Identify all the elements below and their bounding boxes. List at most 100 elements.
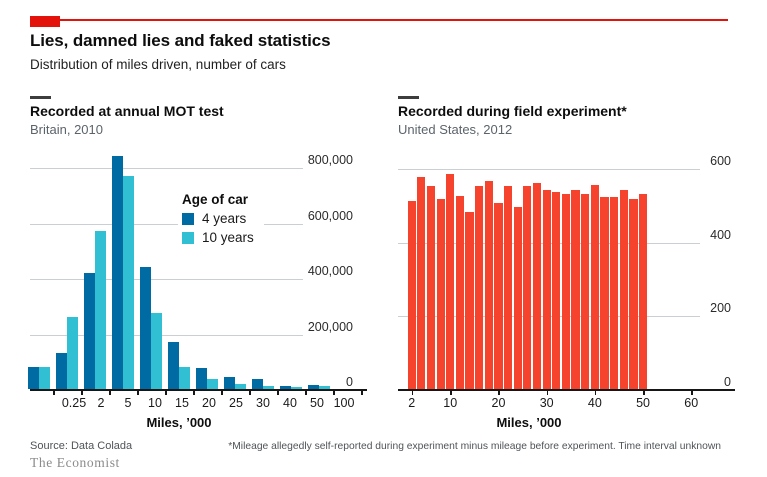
bar-10-years — [207, 379, 218, 389]
legend-swatch-4-years — [182, 212, 194, 225]
y-axis-label: 600,000 — [307, 208, 353, 223]
x-tick-label: 20 — [491, 396, 506, 410]
bar-10-years — [123, 175, 134, 389]
bar-4-years — [28, 366, 39, 389]
bar-experiment — [504, 186, 513, 389]
x-tick-label: 5 — [124, 396, 132, 410]
gridline — [30, 334, 303, 336]
bar-experiment — [581, 193, 590, 389]
bar-10-years — [39, 366, 50, 389]
x-tick-label: 15 — [175, 396, 189, 410]
bar-4-years — [112, 156, 123, 389]
bar-experiment — [561, 193, 571, 389]
bar-experiment — [475, 186, 484, 389]
page-title: Lies, damned lies and faked statistics — [30, 31, 331, 50]
bar-experiment — [600, 197, 609, 389]
panel-dash — [30, 96, 51, 99]
bar-10-years — [291, 386, 302, 389]
gridline — [30, 223, 303, 225]
x-tick — [249, 391, 251, 395]
x-tick-label: 20 — [202, 396, 216, 410]
bar-4-years — [308, 384, 319, 389]
x-tick-label: 25 — [229, 396, 243, 410]
bar-10-years — [235, 384, 246, 389]
panel-subtitle-experiment: United States, 2012 — [398, 122, 513, 137]
x-tick — [277, 391, 279, 395]
x-tick-label: 40 — [587, 396, 602, 410]
x-tick — [165, 391, 167, 395]
x-tick-label: 30 — [256, 396, 270, 410]
x-tick — [498, 391, 500, 395]
bar-experiment — [455, 195, 464, 389]
x-tick — [53, 391, 55, 395]
y-axis-label: 400,000 — [307, 264, 353, 279]
experiment-chart-plot: Miles, ’000 0 200 400 600 2 10 20 30 40 50 60 — [398, 152, 735, 430]
x-axis-title-mot: Miles, ’000 — [146, 415, 212, 430]
x-tick — [333, 391, 335, 395]
x-tick — [137, 391, 139, 395]
x-tick-label: 2 — [408, 396, 416, 410]
x-tick — [450, 391, 452, 395]
x-axis-line — [30, 389, 367, 391]
bar-experiment — [610, 197, 619, 389]
x-tick-label: 100 — [333, 396, 355, 410]
bar-experiment — [552, 191, 561, 389]
legend-swatch-10-years — [182, 231, 194, 244]
bar-experiment — [571, 190, 580, 389]
gridline — [30, 168, 303, 170]
x-tick — [691, 391, 693, 395]
y-axis-label: 0 — [346, 375, 353, 389]
x-tick — [193, 391, 195, 395]
bar-experiment — [494, 203, 503, 389]
bar-experiment — [484, 180, 493, 389]
panel-header-mot: Recorded at annual MOT test Britain, 201… — [30, 93, 367, 145]
bar-4-years — [196, 368, 207, 389]
y-axis-label: 600 — [710, 154, 731, 168]
y-axis-label: 200 — [710, 301, 731, 316]
bar-experiment — [465, 212, 474, 389]
x-tick — [81, 391, 83, 395]
bar-4-years — [84, 272, 95, 389]
bar-experiment — [532, 182, 542, 389]
source-note: Source: Data Colada — [30, 440, 133, 452]
x-tick-label: 50 — [636, 396, 650, 410]
x-tick-label: 10 — [443, 396, 458, 410]
bar-10-years — [319, 385, 330, 389]
x-tick — [109, 391, 111, 395]
bar-10-years — [263, 386, 274, 389]
x-tick-label: 0.25 — [61, 396, 87, 410]
bar-experiment — [407, 201, 416, 389]
bar-10-years — [67, 316, 78, 389]
legend-label-10-years: 10 years — [202, 230, 254, 245]
y-axis-label: 800,000 — [307, 153, 353, 168]
x-tick-label: 40 — [283, 396, 297, 410]
brand-rule — [30, 19, 728, 21]
bar-experiment — [436, 199, 445, 389]
bar-experiment — [629, 199, 638, 389]
x-tick — [361, 391, 363, 395]
x-axis-title-experiment: Miles, ’000 — [496, 415, 562, 430]
bar-4-years — [168, 341, 179, 389]
bar-experiment — [619, 190, 628, 389]
panel-title-experiment: Recorded during field experiment* — [398, 103, 627, 119]
x-tick — [546, 391, 549, 395]
page-subtitle: Distribution of miles driven, number of … — [30, 57, 286, 72]
bar-experiment — [417, 177, 426, 389]
economist-wordmark: The Economist — [30, 455, 120, 470]
legend-label-4-years: 4 years — [202, 211, 247, 226]
panel-title-mot: Recorded at annual MOT test — [30, 103, 224, 119]
bar-10-years — [151, 312, 162, 389]
legend-item-10-years: 10 years — [182, 230, 254, 245]
x-tick — [643, 391, 645, 395]
age-of-car-legend: Age of car 4 years 10 years — [178, 190, 264, 249]
bar-4-years — [140, 267, 151, 389]
bar-experiment — [513, 206, 522, 389]
y-axis-label: 400 — [710, 227, 731, 242]
gridline — [398, 169, 700, 170]
legend-title: Age of car — [182, 192, 249, 207]
y-axis-label: 200,000 — [307, 319, 353, 334]
x-tick — [221, 391, 223, 395]
bar-10-years — [95, 231, 106, 389]
x-tick — [411, 391, 414, 395]
brand-tab — [30, 16, 60, 27]
